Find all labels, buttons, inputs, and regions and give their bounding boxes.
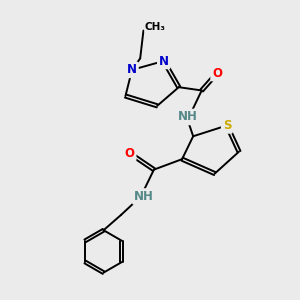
Text: N: N — [159, 55, 169, 68]
Text: NH: NH — [134, 190, 154, 203]
Text: S: S — [223, 119, 231, 132]
Text: N: N — [127, 63, 137, 76]
Text: NH: NH — [178, 110, 198, 124]
Text: O: O — [212, 67, 222, 80]
Text: O: O — [125, 147, 135, 160]
Text: CH₃: CH₃ — [145, 22, 166, 32]
